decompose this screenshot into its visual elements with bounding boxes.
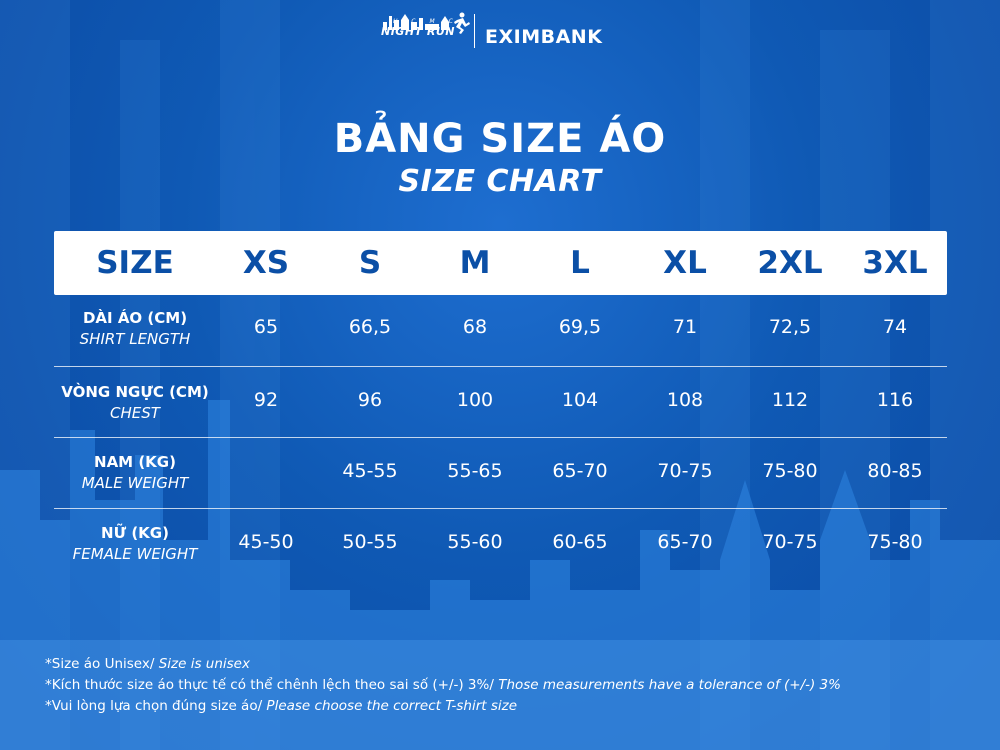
table-cell: 70-75	[657, 460, 713, 482]
table-cell: 50-55	[342, 531, 398, 553]
event-logo-name: NIGHT RUN	[381, 25, 455, 38]
table-cell: 45-50	[238, 531, 294, 553]
table-cell: 45-55	[342, 460, 398, 482]
row-divider	[54, 508, 947, 509]
table-cell: 74	[882, 316, 908, 338]
table-cell: 96	[357, 389, 383, 411]
size-header-row: SIZE XS S M L XL 2XL 3XL	[54, 231, 947, 295]
table-cell: 65-70	[552, 460, 608, 482]
header-s: S	[358, 245, 382, 281]
row-label-en: MALE WEIGHT	[81, 474, 189, 492]
table-cell: 66,5	[348, 316, 392, 338]
note-choose-size: *Vui lòng lựa chọn đúng size áo/ Please …	[45, 696, 841, 717]
row-label-vi: NAM (KG)	[94, 453, 176, 471]
city-skyline-icon	[383, 12, 470, 34]
logo-divider	[474, 14, 475, 48]
row-label-vi: VÒNG NGỰC (CM)	[61, 383, 209, 401]
note-en: Size is unisex	[154, 656, 250, 672]
header-xs: XS	[242, 245, 290, 281]
note-en: Please choose the correct T-shirt size	[262, 698, 518, 714]
row-divider	[54, 366, 947, 367]
note-vi: *Size áo Unisex/	[45, 656, 155, 672]
note-en: Those measurements have a tolerance of (…	[493, 677, 841, 693]
table-cell: 65	[253, 316, 279, 338]
page-title: BẢNG SIZE ÁO	[333, 116, 667, 162]
table-cell: 72,5	[768, 316, 812, 338]
row-label-shirt-length: DÀI ÁO (CM) SHIRT LENGTH	[54, 309, 216, 348]
table-cell: 112	[771, 389, 809, 411]
table-cell: 116	[876, 389, 914, 411]
header-l: L	[570, 245, 590, 281]
note-tolerance: *Kích thước size áo thực tế có thể chênh…	[45, 675, 841, 696]
table-cell: 55-60	[447, 531, 503, 553]
event-logo-city: H C M C	[393, 18, 459, 25]
row-label-en: SHIRT LENGTH	[79, 330, 191, 348]
row-label-en: CHEST	[110, 404, 160, 422]
header-xl: XL	[663, 245, 707, 281]
page-subtitle: SIZE CHART	[398, 164, 602, 199]
note-vi: *Kích thước size áo thực tế có thể chênh…	[45, 677, 494, 693]
table-cell: 75-80	[762, 460, 818, 482]
table-cell: 100	[456, 389, 494, 411]
table-cell: 108	[666, 389, 704, 411]
table-cell: 104	[561, 389, 599, 411]
table-cell: 80-85	[867, 460, 923, 482]
row-label-vi: NỮ (KG)	[101, 524, 169, 542]
table-cell: 65-70	[657, 531, 713, 553]
footnotes: *Size áo Unisex/ Size is unisex *Kích th…	[45, 654, 841, 717]
table-cell: 69,5	[558, 316, 602, 338]
row-label-chest: VÒNG NGỰC (CM) CHEST	[54, 383, 216, 422]
table-cell: 70-75	[762, 531, 818, 553]
header-3xl: 3XL	[862, 245, 928, 281]
table-cell: 75-80	[867, 531, 923, 553]
bank-logo: EXIMBANK	[485, 26, 603, 48]
table-cell: 71	[672, 316, 698, 338]
header-size-label: SIZE	[96, 245, 174, 281]
table-cell: 68	[462, 316, 488, 338]
row-label-vi: DÀI ÁO (CM)	[82, 309, 188, 327]
header-m: M	[459, 245, 491, 281]
table-cell: 92	[253, 389, 279, 411]
note-vi: *Vui lòng lựa chọn đúng size áo/	[45, 698, 263, 714]
row-label-male-weight: NAM (KG) MALE WEIGHT	[54, 453, 216, 492]
header-2xl: 2XL	[757, 245, 823, 281]
row-divider	[54, 437, 947, 438]
row-label-female-weight: NỮ (KG) FEMALE WEIGHT	[54, 524, 216, 563]
table-cell: 55-65	[447, 460, 503, 482]
row-label-en: FEMALE WEIGHT	[72, 545, 198, 563]
table-cell: 60-65	[552, 531, 608, 553]
note-unisex: *Size áo Unisex/ Size is unisex	[45, 654, 841, 675]
